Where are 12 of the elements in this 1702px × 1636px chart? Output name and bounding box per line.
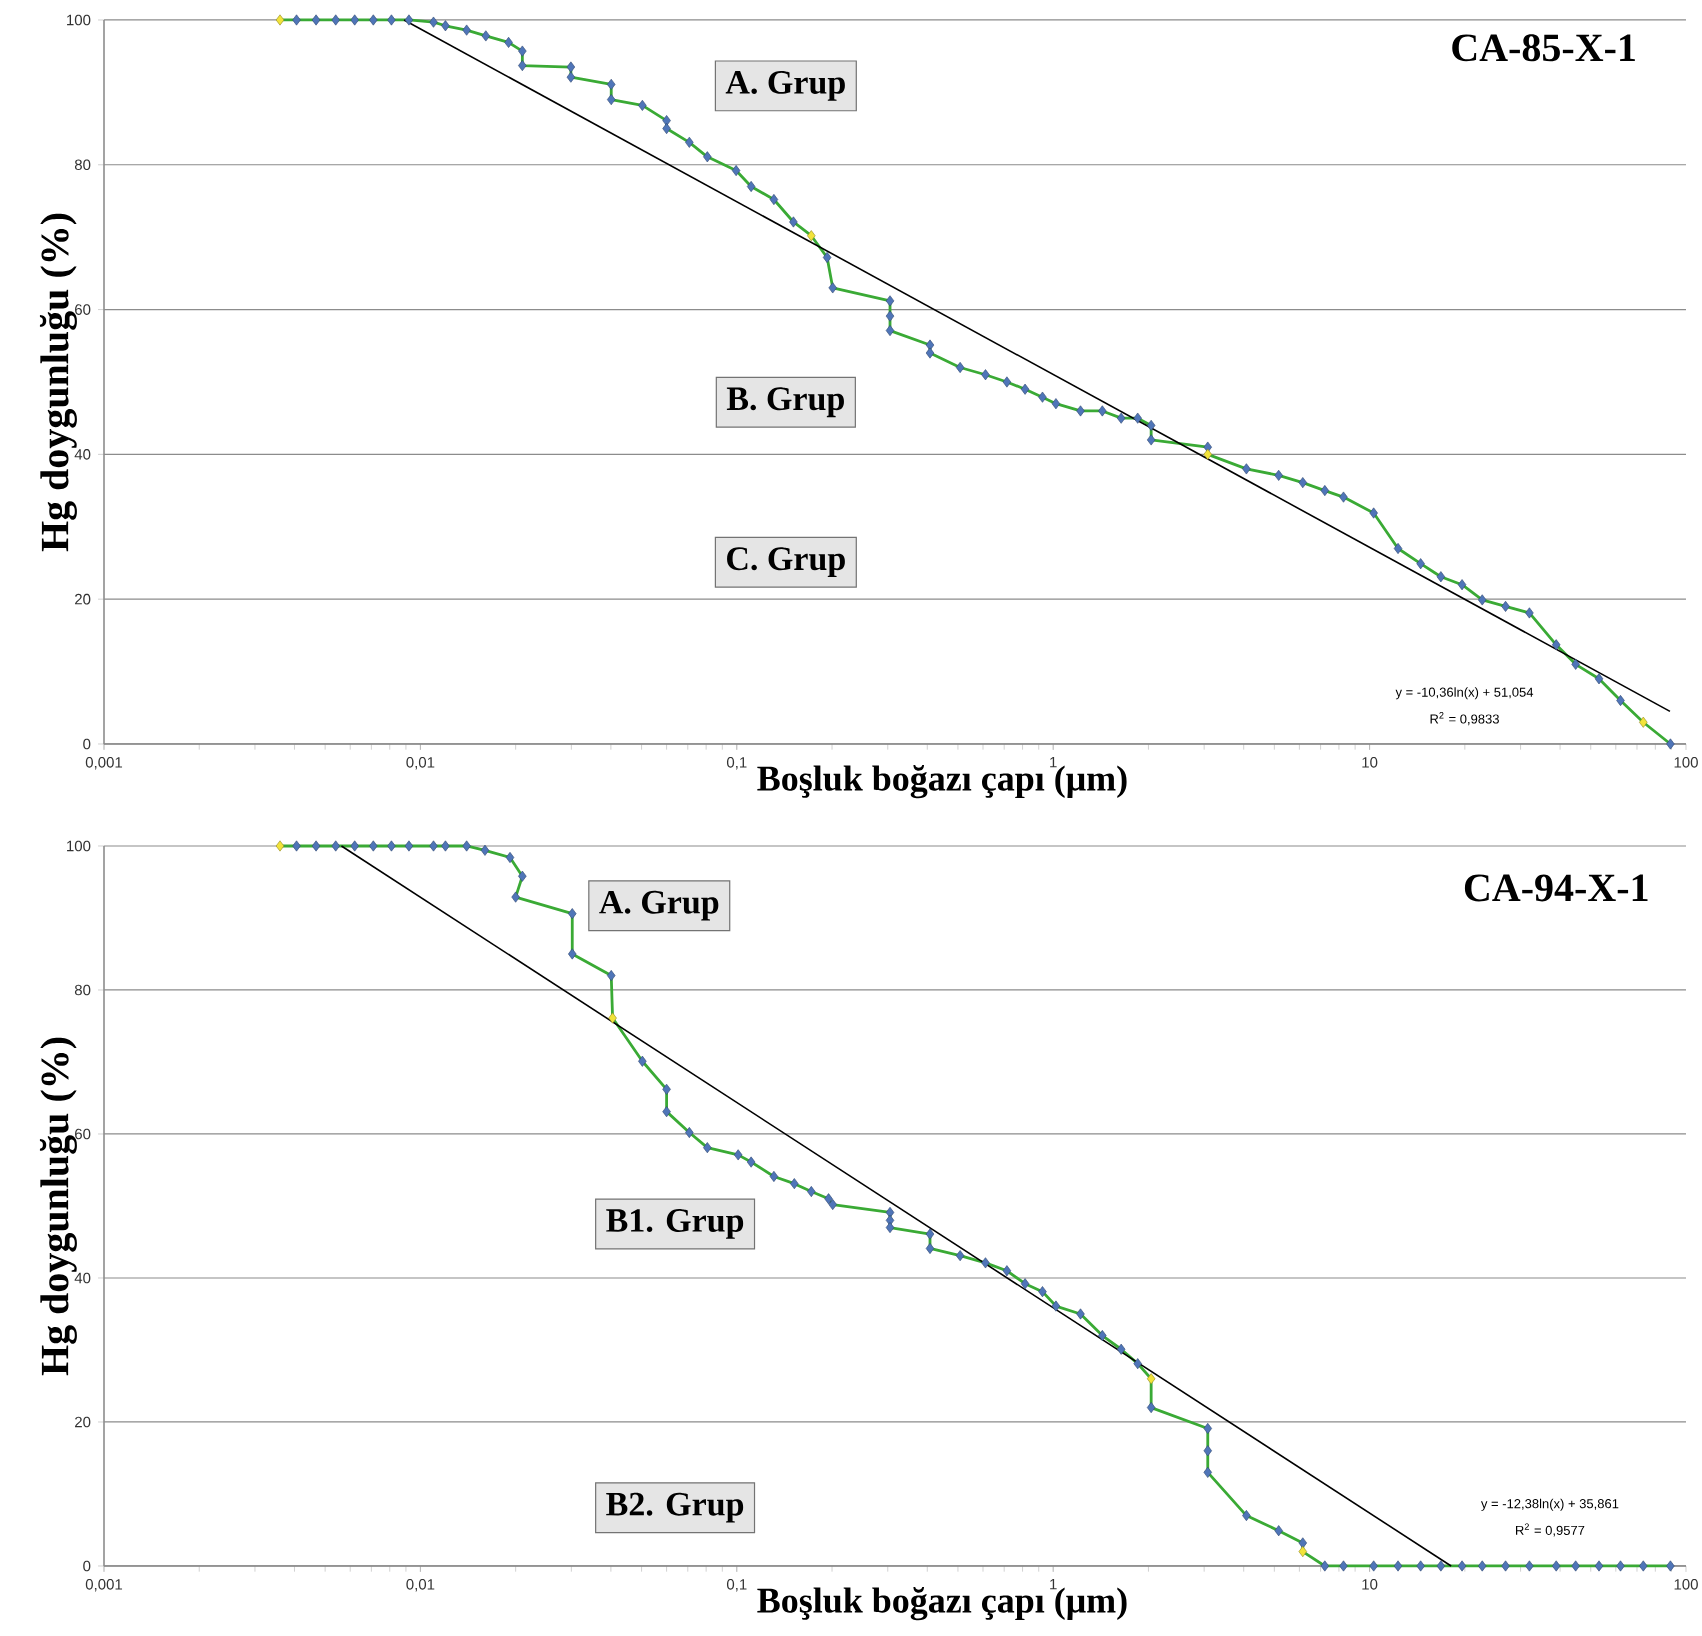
annotation: B2. Grup — [606, 1492, 744, 1523]
annotation: C. Grup — [727, 547, 845, 578]
x-axis-title: Boşluk boğazı çapı (μm) — [757, 1587, 1127, 1621]
y-axis-title: Hg doygunluğu (%) — [39, 213, 77, 552]
annotation: A. Grup — [599, 890, 719, 921]
text: CA-94-X-1 — [1464, 874, 1648, 902]
annotation: A. Grup — [725, 70, 845, 101]
y-axis-title: Hg doygunluğu (%) — [39, 1037, 77, 1376]
x-axis-title: Boşluk boğazı çapı (μm) — [757, 765, 1127, 799]
chart-title: CA-85-X-1 — [1452, 34, 1635, 62]
annotation: B. Grup — [726, 387, 844, 418]
annotation: B1. Grup — [606, 1209, 744, 1239]
